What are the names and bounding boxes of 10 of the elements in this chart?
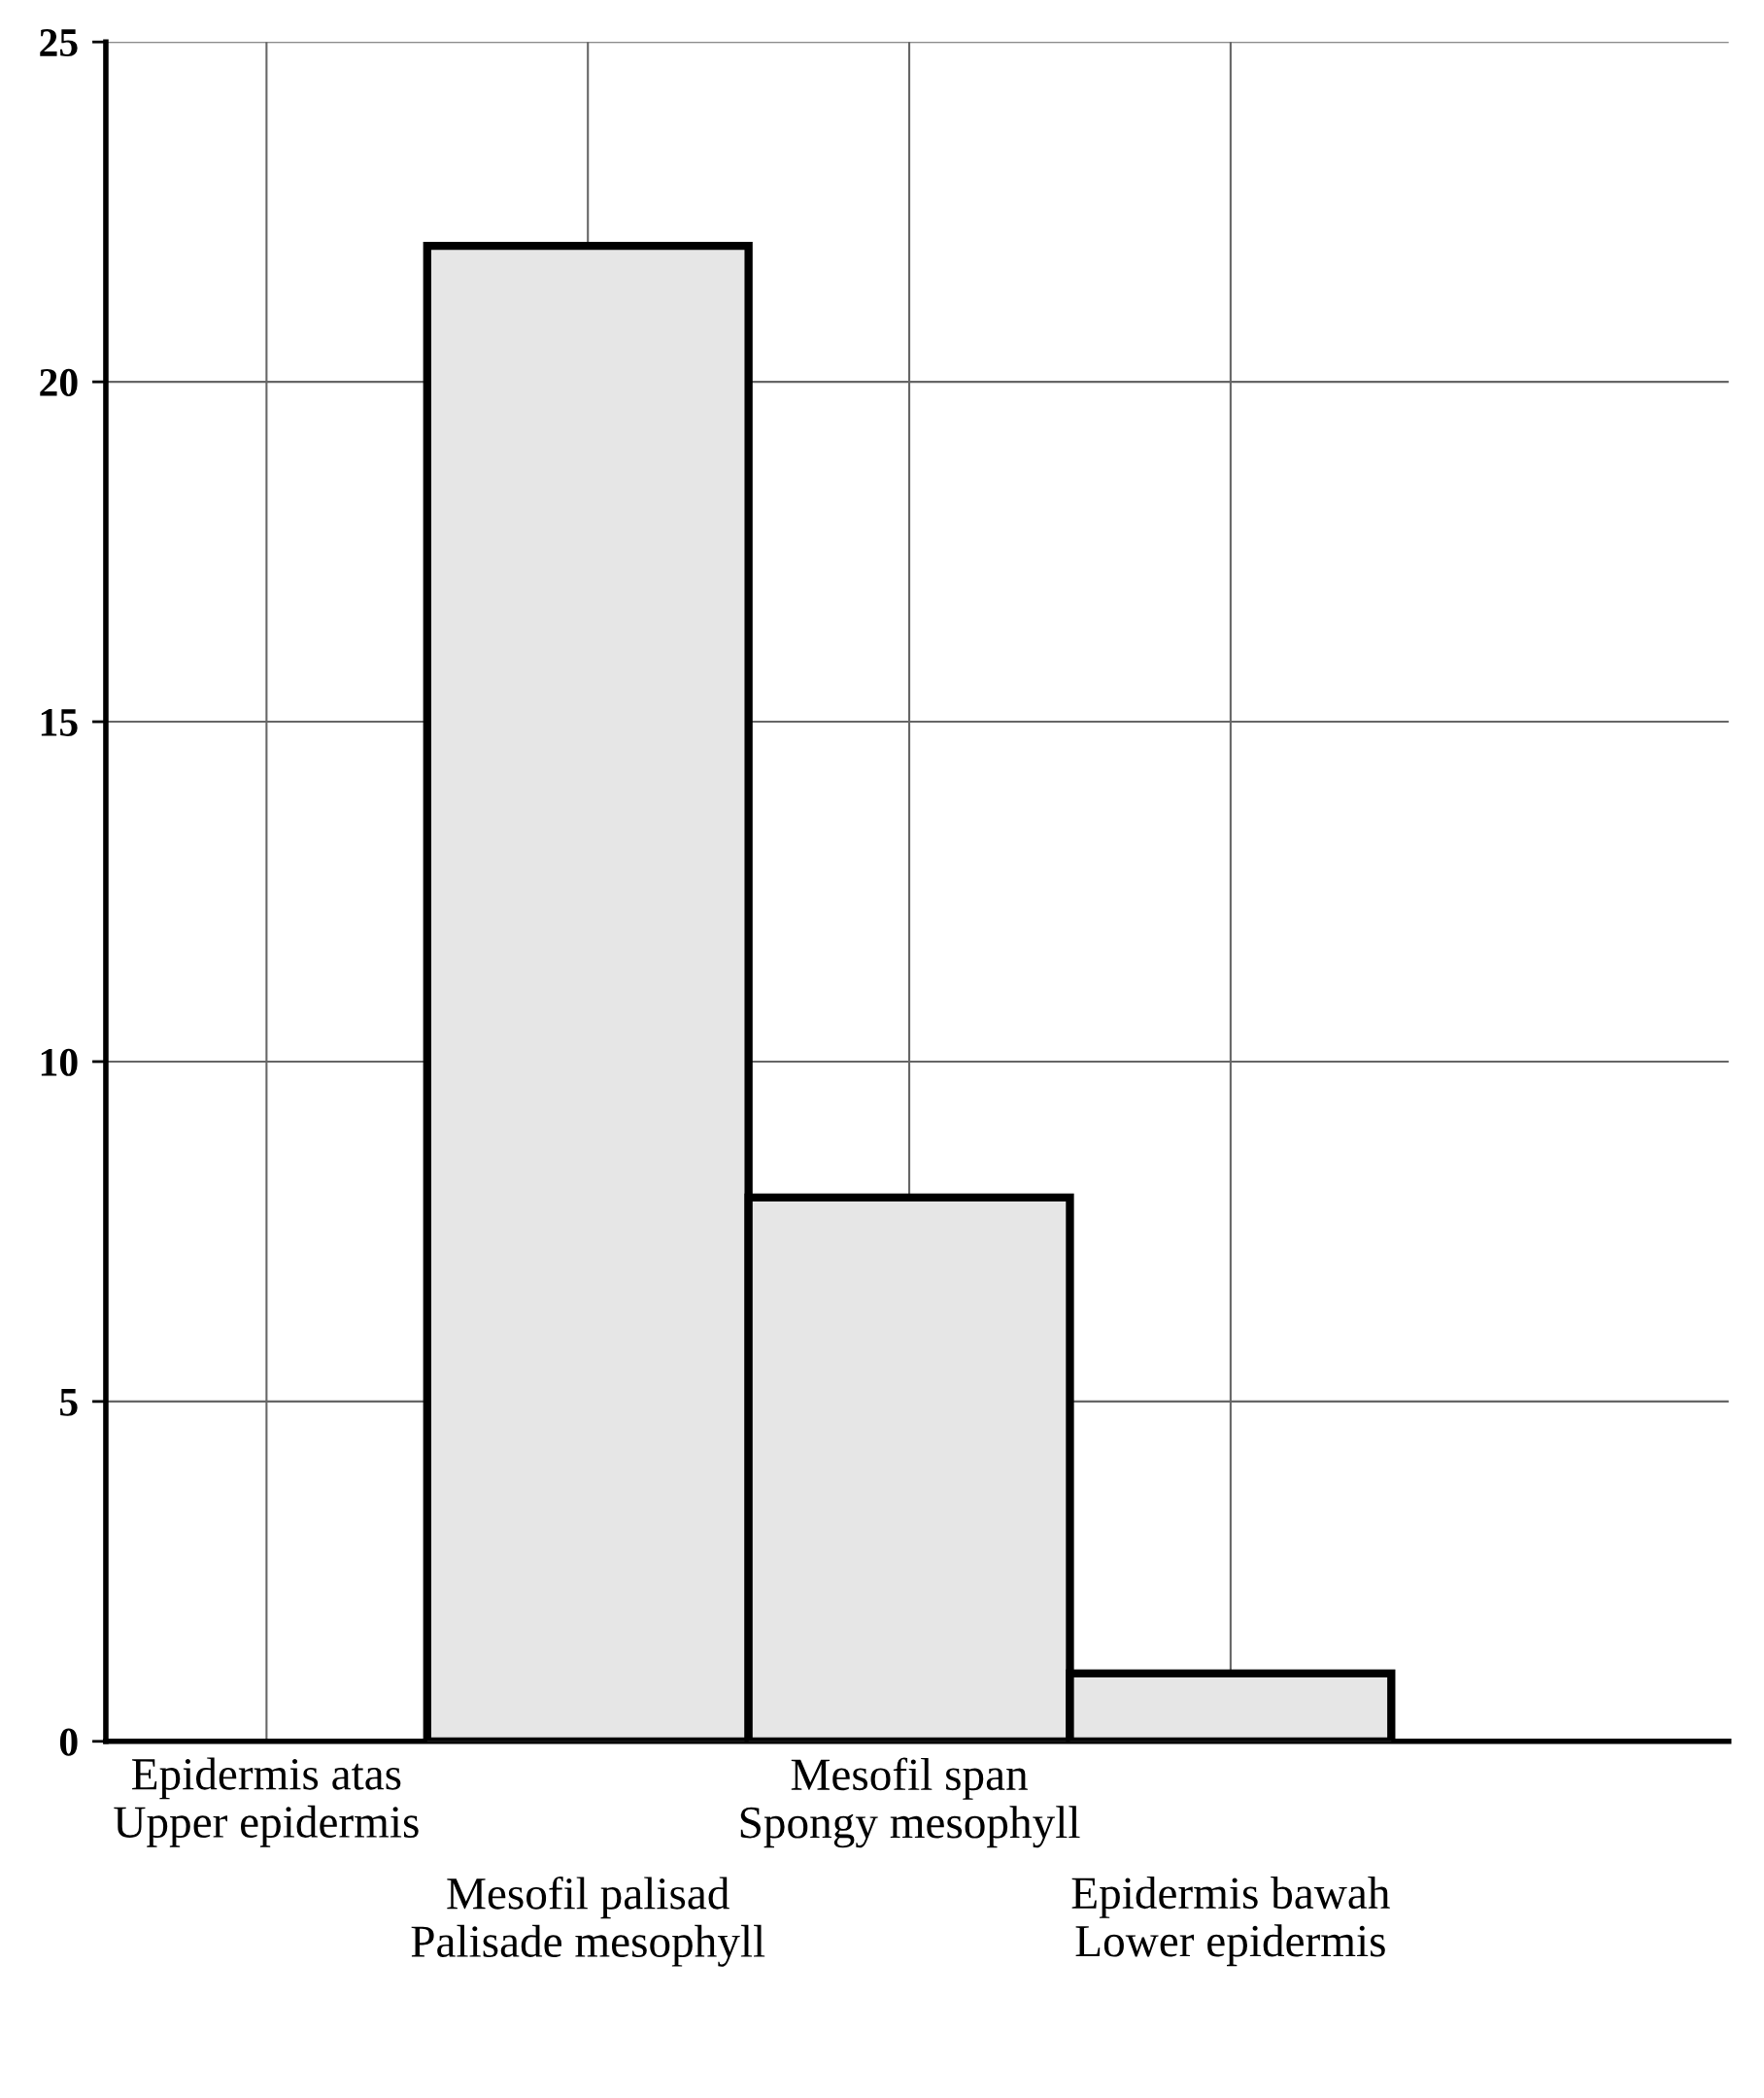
y-tick-label: 20	[40, 368, 78, 396]
y-tick-label: 15	[41, 708, 78, 736]
y-tick-label: 25	[40, 29, 78, 57]
x-tick-label: Epidermis atas Upper epidermis	[114, 1757, 419, 1847]
y-tick-label: 5	[60, 1389, 78, 1416]
x-tick-label: Epidermis bawah Lower epidermis	[1071, 1876, 1390, 1967]
y-tick-label: 0	[59, 1728, 78, 1756]
x-tick-label: Mesofil span Spongy mesophyll	[740, 1757, 1080, 1848]
x-tick-label: Mesofil palisad Palisade mesophyll	[411, 1876, 765, 1967]
y-tick-label: 10	[41, 1048, 78, 1076]
